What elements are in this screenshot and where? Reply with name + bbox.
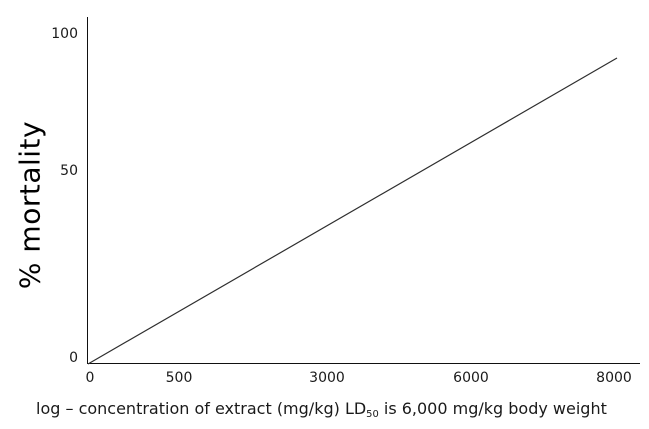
caption-prefix: log – concentration of extract (mg/kg) L… bbox=[36, 399, 367, 418]
y-axis-line bbox=[87, 17, 89, 364]
x-axis-caption: log – concentration of extract (mg/kg) L… bbox=[36, 398, 607, 426]
y-tick-50: 50 bbox=[60, 163, 78, 179]
x-tick-500: 500 bbox=[165, 370, 193, 386]
caption-ld50-subscript: 50 bbox=[366, 408, 379, 420]
mortality-line bbox=[87, 57, 618, 365]
caption-suffix: is 6,000 mg/kg body weight bbox=[378, 399, 607, 418]
y-tick-100: 100 bbox=[51, 26, 78, 42]
y-tick-0: 0 bbox=[69, 350, 78, 366]
x-tick-8000: 8000 bbox=[596, 370, 632, 386]
x-tick-3000: 3000 bbox=[309, 370, 345, 386]
x-axis-line bbox=[87, 363, 640, 365]
x-tick-0: 0 bbox=[85, 370, 95, 386]
x-tick-6000: 6000 bbox=[453, 370, 489, 386]
